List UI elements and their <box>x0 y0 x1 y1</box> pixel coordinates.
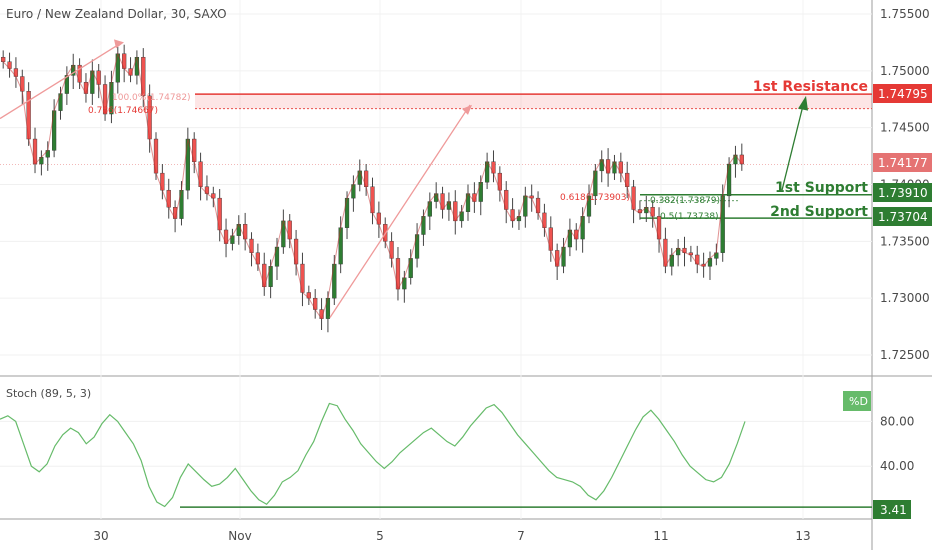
stoch-panel[interactable] <box>0 377 872 519</box>
resistance-zone <box>195 94 872 109</box>
support2-tag-value: 1.73704 <box>878 210 928 224</box>
annotation-layer <box>0 39 808 318</box>
price-tick-label: 1.75000 <box>880 64 930 78</box>
time-tick-label: 7 <box>517 529 525 543</box>
stoch-layer <box>0 402 872 508</box>
fib-786-label: 0.786(1.74667) <box>88 106 158 116</box>
price-tick-label: 1.72500 <box>880 348 930 362</box>
time-tick-label: 5 <box>376 529 384 543</box>
resistance-label: 1st Resistance <box>753 79 868 95</box>
stoch-legend-text: %D <box>849 395 868 408</box>
chart-title: Euro / New Zealand Dollar, 30, SAXO <box>6 7 227 21</box>
candle-layer <box>1 44 744 333</box>
trend-arrow-2-head <box>462 104 472 115</box>
support2-tag <box>873 207 932 226</box>
projection-arrow <box>781 101 805 191</box>
grid-layer <box>0 0 872 519</box>
stoch-line <box>0 402 746 508</box>
price-tick-label: 1.74500 <box>880 121 930 135</box>
time-tick-label: 30 <box>93 529 108 543</box>
support1-tag <box>873 183 932 202</box>
current-price-value: 1.74177 <box>878 156 928 170</box>
close-price-line <box>2 52 743 320</box>
time-tick-label: 13 <box>795 529 810 543</box>
stoch-legend-tag <box>843 391 871 411</box>
fib-top-label: 100.0%(1.74782) <box>112 93 191 103</box>
candle-body <box>739 154 744 165</box>
fib-50-label: 0.5(1.73738) <box>660 212 719 222</box>
stoch-tick-label: 40.00 <box>880 459 914 473</box>
stoch-title: Stoch (89, 5, 3) <box>6 387 91 400</box>
support2-label: 2nd Support <box>770 204 868 220</box>
stoch-low-value: 3.41 <box>880 503 907 517</box>
price-tick-label: 1.73500 <box>880 234 930 248</box>
support1-label: 1st Support <box>775 180 868 196</box>
projection-arrow-head <box>798 95 808 111</box>
trend-arrow-1 <box>0 41 123 120</box>
time-tick-label: Nov <box>228 529 251 543</box>
trend-arrow-1-head <box>114 39 124 49</box>
current-price-tag <box>873 153 932 172</box>
fib-618-label: 0.618(1.73903) <box>560 193 630 203</box>
time-tick-label: 11 <box>653 529 668 543</box>
support1-tag-value: 1.73910 <box>878 186 928 200</box>
resistance-tag-value: 1.74795 <box>878 87 928 101</box>
price-tick-label: 1.73000 <box>880 291 930 305</box>
candle-body <box>1 56 6 62</box>
resistance-tag <box>873 84 932 103</box>
stoch-low-tag <box>873 500 911 519</box>
fib-382-label: 0.382(1.73879) <box>650 196 720 206</box>
zone-layer <box>0 93 872 219</box>
price-tick-label: 1.75500 <box>880 7 930 21</box>
stoch-tick-label: 80.00 <box>880 414 914 428</box>
trend-arrow-2 <box>329 104 471 318</box>
